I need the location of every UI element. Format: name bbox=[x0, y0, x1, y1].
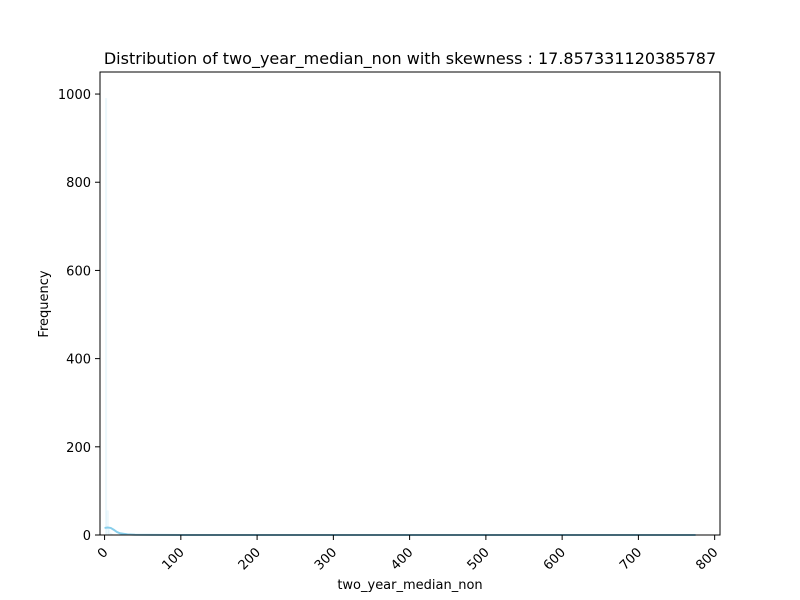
x-tick-label: 800 bbox=[693, 545, 721, 573]
x-tick-label: 0 bbox=[95, 545, 111, 561]
x-axis: 0 100 200 300 400 500 600 700 800 bbox=[95, 535, 721, 573]
y-tick-label: 600 bbox=[66, 264, 91, 279]
plot-area bbox=[104, 98, 696, 536]
kde-curve bbox=[104, 526, 696, 536]
y-tick-label: 800 bbox=[66, 176, 91, 191]
y-axis-label: Frequency bbox=[37, 270, 52, 337]
x-tick-label: 600 bbox=[541, 545, 569, 573]
chart-title: Distribution of two_year_median_non with… bbox=[104, 49, 716, 69]
x-axis-label: two_year_median_non bbox=[337, 578, 482, 593]
y-tick-label: 0 bbox=[83, 529, 91, 544]
y-tick-label: 400 bbox=[66, 353, 91, 368]
x-tick-label: 300 bbox=[312, 545, 340, 573]
y-tick-label: 1000 bbox=[58, 88, 91, 103]
plot-frame bbox=[99, 71, 721, 536]
histogram-bar-0 bbox=[105, 98, 108, 536]
y-axis: 0 200 400 600 800 1000 bbox=[58, 88, 100, 544]
x-tick-label: 700 bbox=[617, 545, 645, 573]
y-tick-label: 200 bbox=[66, 441, 91, 456]
x-tick-label: 400 bbox=[388, 545, 416, 573]
x-tick-label: 500 bbox=[465, 545, 493, 573]
x-tick-label: 100 bbox=[160, 545, 188, 573]
x-tick-label: 200 bbox=[236, 545, 264, 573]
